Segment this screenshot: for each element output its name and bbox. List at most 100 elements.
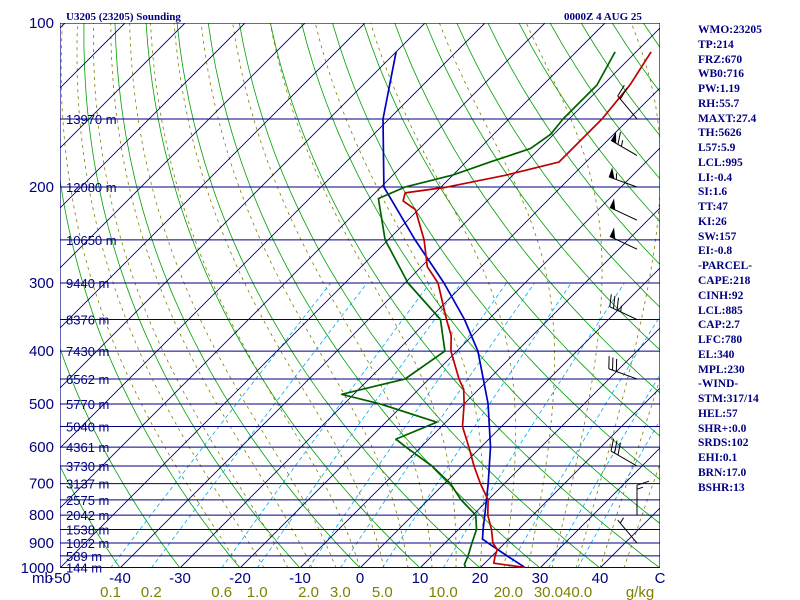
- index-item: EI:-0.8: [698, 245, 733, 258]
- mixing-ratio-label: 0.6: [211, 584, 232, 600]
- wind-barbs: [608, 84, 650, 544]
- wind-barb: [610, 438, 638, 467]
- index-item: RH:55.7: [698, 97, 740, 110]
- wind-barb-flag: [609, 198, 616, 210]
- dry-adiabat: [114, 23, 361, 568]
- mixing-ratio-line: [110, 282, 332, 568]
- moist-adiabat: [525, 23, 603, 568]
- height-label: 8376 m: [66, 313, 109, 328]
- temperature-tick-label: -40: [109, 570, 131, 587]
- mixing-ratio-line: [256, 282, 462, 568]
- index-item: WMO:23205: [698, 24, 762, 36]
- wind-barb-flag: [611, 131, 617, 144]
- height-label: 2042 m: [66, 508, 109, 523]
- mixing-ratio-line: [339, 282, 535, 568]
- height-label: 10650 m: [66, 233, 117, 248]
- mixing-ratio-line: [221, 282, 431, 568]
- wind-barb-half: [620, 140, 624, 147]
- chart-grid: [60, 23, 800, 568]
- wind-barb-half: [619, 517, 625, 524]
- wind-barb-full: [617, 131, 621, 145]
- index-item: PW:1.19: [698, 83, 740, 96]
- index-item: CAP:2.7: [698, 319, 740, 332]
- wind-barb-full: [617, 442, 621, 456]
- mixing-ratio-label: 20.0: [494, 584, 523, 600]
- mixing-ratio-label: 2.0: [298, 584, 319, 600]
- height-label: 5770 m: [66, 397, 109, 412]
- observation-time: 0000Z 4 AUG 25: [564, 11, 642, 23]
- isotherm: [60, 23, 606, 568]
- wind-barb-staff: [610, 450, 638, 467]
- temperature-tick-label: 30: [532, 570, 549, 587]
- stability-indices: WMO:23205 TP:214 FRZ:670 WB0:716 PW:1.19 RH:5…: [698, 23, 762, 496]
- wind-barb-half: [620, 305, 622, 312]
- index-item: WB0:716: [698, 68, 744, 81]
- mixing-ratio-label: 3.0: [330, 584, 351, 600]
- index-item: -PARCEL-: [698, 260, 753, 273]
- mixing-ratio-line: [308, 282, 507, 568]
- wind-barb-staff: [610, 140, 638, 156]
- mixing-ratio-label: 40.0: [563, 584, 592, 600]
- pressure-tick-label: 600: [29, 439, 54, 456]
- isotherm: [539, 447, 660, 568]
- temperature-tick-label: C: [655, 570, 666, 587]
- wind-barb-staff: [617, 95, 638, 120]
- isotherm: [60, 23, 486, 449]
- isotherm: [239, 147, 660, 568]
- isotherm: [60, 23, 426, 389]
- index-item: HEL:57: [698, 407, 738, 420]
- index-item: CAPE:218: [698, 275, 751, 288]
- isotherm: [60, 23, 546, 509]
- mixing-ratio-label: 0.1: [100, 584, 121, 600]
- isotherm: [60, 23, 306, 269]
- height-label: 6562 m: [66, 372, 109, 387]
- temperature-tick-label: 20: [472, 570, 489, 587]
- index-item: FRZ:670: [698, 53, 743, 66]
- pressure-tick-label: 700: [29, 476, 54, 493]
- index-item: KI:26: [698, 215, 727, 228]
- temperature-tick-label: -50: [49, 570, 71, 587]
- index-item: TH:5626: [698, 127, 742, 140]
- wind-barb-staff: [617, 519, 638, 544]
- wind-barb-staff: [609, 306, 638, 320]
- temperature-trace: [402, 51, 652, 568]
- mixing-ratio-line: [548, 373, 660, 568]
- wind-barb: [636, 480, 650, 516]
- mixing-ratio-label: 5.0: [372, 584, 393, 600]
- moist-adiabat: [200, 23, 409, 568]
- index-item: L57:5.9: [698, 142, 736, 155]
- wind-barb-full: [616, 297, 620, 311]
- index-item: MPL:230: [698, 363, 745, 376]
- temperature-tick-label: 10: [412, 570, 429, 587]
- isotherm: [179, 87, 660, 568]
- parcel-trace: [382, 51, 526, 568]
- index-item: MAXT:27.4: [698, 112, 757, 125]
- dry-adiabat: [83, 23, 301, 568]
- mixing-ratio-line: [507, 315, 660, 568]
- wind-barb: [608, 356, 638, 380]
- pressure-tick-label: 200: [29, 179, 54, 196]
- moist-adiabat: [110, 23, 313, 568]
- wind-barb-full: [612, 295, 616, 309]
- wind-barb: [610, 131, 638, 156]
- pressure-unit-label: mb: [32, 570, 53, 587]
- dry-adiabat: [768, 23, 800, 568]
- index-item: EL:340: [698, 348, 735, 361]
- wind-barb-flag: [608, 167, 615, 179]
- pressure-tick-label: 500: [29, 396, 54, 413]
- wind-barb-staff: [608, 368, 638, 380]
- mixing-ratio-unit-label: g/kg: [626, 584, 654, 600]
- index-item: -WIND-: [698, 378, 739, 391]
- height-label: 3137 m: [66, 477, 109, 492]
- wind-barb: [609, 198, 638, 221]
- moist-adiabat: [150, 23, 361, 568]
- moist-adiabat: [269, 23, 457, 568]
- index-item: SW:157: [698, 230, 737, 243]
- height-label: 589 m: [66, 549, 102, 564]
- wind-barb-full: [613, 440, 618, 454]
- height-label: 9440 m: [66, 276, 109, 291]
- index-item: EHI:0.1: [698, 452, 738, 465]
- pressure-tick-label: 400: [29, 343, 54, 360]
